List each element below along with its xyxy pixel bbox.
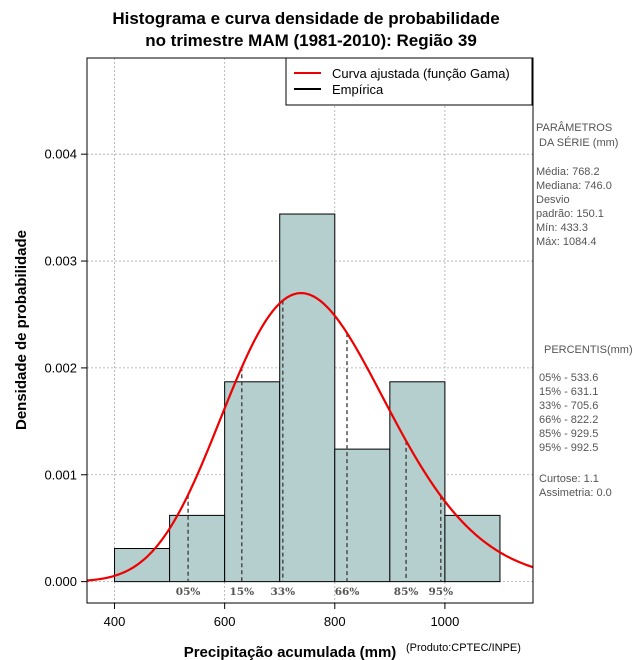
params-title-2: DA SÉRIE (mm) — [539, 136, 618, 149]
y-tick-label-3: 0.003 — [44, 254, 77, 269]
histogram-bar-1 — [114, 548, 171, 583]
legend: Curva ajustada (função Gama) Empírica — [285, 57, 533, 106]
y-tick-label-2: 0.002 — [44, 360, 77, 375]
histogram-bar-6 — [389, 381, 446, 583]
param-desvio-1: Desvio — [536, 194, 570, 206]
histogram-bar-3 — [224, 381, 281, 583]
percentile-95: 95% - 992.5 — [539, 442, 598, 454]
param-desvio-2: padrão: 150.1 — [536, 208, 604, 220]
percentile-85: 85% - 929.5 — [539, 428, 598, 440]
percentile-66: 66% - 822.2 — [539, 414, 598, 426]
percentile-33: 33% - 705.6 — [539, 400, 598, 412]
product-credit: (Produto:CPTEC/INPE) — [406, 642, 521, 654]
y-tick-label-4: 0.004 — [44, 147, 77, 162]
legend-box — [285, 57, 533, 106]
legend-fitted-label: Curva ajustada (função Gama) — [332, 66, 510, 81]
histogram-bar-5 — [334, 448, 391, 583]
kurtosis-value: Curtose: 1.1 — [539, 473, 599, 485]
percentile-15: 15% - 631.1 — [539, 386, 598, 398]
series-parameters-panel: PARÂMETROS DA SÉRIE (mm) Média: 768.2 Me… — [536, 121, 618, 248]
skewness-value: Assimetria: 0.0 — [539, 487, 612, 499]
param-media: Média: 768.2 — [536, 166, 600, 178]
x-tick-label-1000: 1000 — [430, 614, 459, 629]
histogram-bar-4 — [279, 213, 336, 583]
fitted-curve — [86, 291, 534, 582]
percentile-label-95: 95% — [428, 586, 453, 598]
x-tick-label-800: 800 — [324, 614, 346, 629]
y-tick-label-1: 0.001 — [44, 467, 77, 482]
fitted-gamma-curve — [86, 291, 534, 582]
x-tick-label-400: 400 — [104, 614, 126, 629]
percentile-lines: 05% 15% 33% 66% 85% 95% — [176, 300, 453, 598]
chart-title-line2: no trimestre MAM (1981-2010): Região 39 — [145, 31, 477, 50]
percentiles-panel: PERCENTIS(mm) 05% - 533.6 15% - 631.1 33… — [539, 344, 633, 499]
y-tick-label-0: 0.000 — [44, 574, 77, 589]
legend-empirical-label: Empírica — [332, 82, 384, 97]
params-title-1: PARÂMETROS — [536, 121, 612, 134]
x-axis-label: Precipitação acumulada (mm) — [184, 644, 397, 660]
y-axis-label: Densidade de probabilidade — [13, 230, 30, 430]
param-mediana: Mediana: 746.0 — [536, 180, 612, 192]
percentile-label-33: 33% — [271, 586, 296, 598]
percentiles-title: PERCENTIS(mm) — [544, 344, 633, 356]
x-tick-label-600: 600 — [214, 614, 236, 629]
histogram-bars — [114, 213, 501, 583]
percentile-label-66: 66% — [335, 586, 360, 598]
percentile-label-15: 15% — [229, 586, 254, 598]
histogram-bar-2 — [169, 514, 226, 583]
chart-title-line1: Histograma e curva densidade de probabil… — [112, 9, 499, 28]
param-max: Máx: 1084.4 — [536, 236, 597, 248]
param-min: Mín: 433.3 — [536, 222, 588, 234]
axis-ticks: 400 600 800 1000 0.000 0.001 0.002 0.003 0.004 — [44, 147, 459, 629]
percentile-label-85: 85% — [394, 586, 419, 598]
percentile-label-05: 05% — [176, 586, 201, 598]
histogram-bar-7 — [444, 514, 501, 583]
percentile-05: 05% - 533.6 — [539, 372, 598, 384]
